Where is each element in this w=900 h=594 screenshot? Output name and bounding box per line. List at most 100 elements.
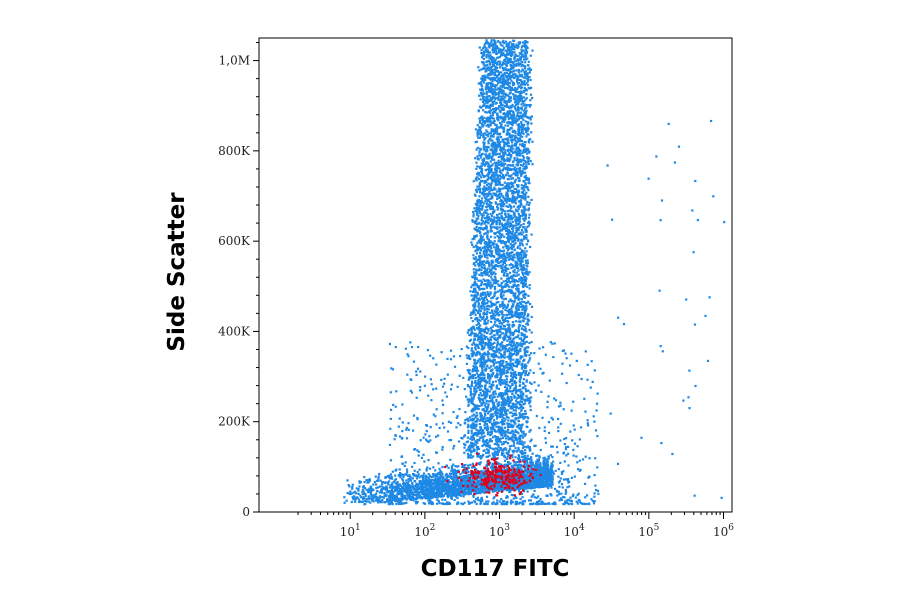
blue-point bbox=[474, 294, 477, 297]
blue-point bbox=[492, 135, 495, 138]
blue-point bbox=[508, 232, 512, 235]
blue-point bbox=[506, 256, 509, 259]
blue-point bbox=[492, 130, 495, 133]
blue-point bbox=[507, 320, 510, 323]
blue-point bbox=[522, 104, 525, 107]
blue-point bbox=[524, 449, 527, 452]
blue-point bbox=[477, 222, 480, 225]
blue-point bbox=[502, 442, 505, 445]
blue-point bbox=[508, 254, 511, 257]
blue-point bbox=[506, 409, 509, 412]
blue-point bbox=[481, 367, 484, 370]
blue-point bbox=[511, 435, 514, 438]
blue-point bbox=[517, 280, 520, 283]
blue-point bbox=[516, 119, 519, 122]
blue-point bbox=[496, 165, 499, 168]
blue-point bbox=[508, 58, 511, 61]
blue-point bbox=[490, 387, 493, 390]
blue-point bbox=[480, 404, 483, 407]
blue-point bbox=[476, 155, 479, 158]
blue-point bbox=[512, 440, 515, 443]
blue-point bbox=[507, 428, 510, 431]
blue-point bbox=[495, 305, 498, 309]
blue-point bbox=[495, 413, 498, 416]
blue-point bbox=[488, 46, 491, 49]
blue-point bbox=[506, 105, 510, 108]
blue-point bbox=[507, 285, 511, 288]
blue-point bbox=[476, 455, 479, 458]
blue-point bbox=[487, 352, 490, 355]
blue-point bbox=[496, 141, 500, 144]
blue-point bbox=[476, 448, 479, 451]
blue-point bbox=[493, 240, 496, 243]
blue-point bbox=[500, 155, 503, 158]
blue-point bbox=[497, 401, 501, 404]
blue-point bbox=[518, 140, 521, 143]
blue-point bbox=[514, 232, 517, 235]
blue-point bbox=[471, 283, 474, 286]
blue-point bbox=[480, 348, 483, 351]
blue-point bbox=[527, 158, 530, 161]
blue-point bbox=[521, 387, 524, 390]
blue-point bbox=[485, 224, 488, 227]
blue-point bbox=[517, 446, 520, 449]
blue-point bbox=[517, 287, 520, 290]
blue-point bbox=[486, 235, 489, 239]
blue-point bbox=[525, 293, 528, 296]
blue-point bbox=[480, 176, 483, 179]
blue-point bbox=[509, 205, 512, 208]
blue-point bbox=[523, 290, 526, 293]
blue-point bbox=[513, 166, 516, 169]
blue-point bbox=[503, 368, 506, 371]
blue-point bbox=[519, 242, 522, 245]
blue-point bbox=[504, 210, 507, 213]
blue-point bbox=[513, 158, 516, 162]
blue-point bbox=[513, 114, 516, 117]
blue-point bbox=[504, 94, 508, 97]
blue-point bbox=[478, 94, 481, 97]
blue-point bbox=[493, 236, 496, 239]
blue-point bbox=[484, 219, 487, 222]
blue-point bbox=[508, 152, 511, 155]
blue-point bbox=[491, 353, 494, 356]
blue-point bbox=[518, 360, 521, 363]
blue-point bbox=[490, 182, 493, 185]
blue-point bbox=[493, 158, 496, 161]
blue-point bbox=[489, 207, 492, 210]
blue-point bbox=[517, 109, 520, 112]
blue-point bbox=[516, 312, 519, 315]
blue-point bbox=[517, 85, 520, 88]
blue-point bbox=[496, 307, 499, 311]
blue-point bbox=[486, 198, 490, 201]
blue-point bbox=[485, 438, 489, 442]
blue-point bbox=[477, 298, 480, 301]
blue-point bbox=[480, 222, 484, 225]
blue-point bbox=[490, 73, 493, 76]
blue-point bbox=[507, 216, 510, 219]
blue-point bbox=[500, 157, 503, 160]
blue-point bbox=[508, 343, 511, 346]
blue-point bbox=[488, 279, 491, 282]
blue-point bbox=[483, 116, 486, 120]
blue-point bbox=[494, 311, 497, 314]
blue-point bbox=[494, 376, 497, 379]
blue-point bbox=[526, 321, 529, 324]
blue-point bbox=[525, 89, 528, 92]
blue-point bbox=[527, 313, 530, 316]
blue-point bbox=[499, 200, 502, 203]
blue-point bbox=[487, 308, 490, 311]
blue-point bbox=[485, 98, 488, 101]
blue-point bbox=[513, 387, 516, 390]
blue-point bbox=[479, 383, 482, 386]
blue-point bbox=[484, 296, 487, 299]
blue-point bbox=[500, 123, 503, 126]
blue-point bbox=[518, 154, 522, 157]
blue-point bbox=[495, 329, 498, 332]
blue-point bbox=[486, 305, 489, 308]
blue-point bbox=[502, 452, 505, 455]
blue-point bbox=[487, 140, 490, 143]
blue-point bbox=[483, 335, 486, 338]
blue-point bbox=[481, 197, 484, 200]
blue-point bbox=[471, 370, 474, 373]
blue-point bbox=[481, 61, 484, 64]
